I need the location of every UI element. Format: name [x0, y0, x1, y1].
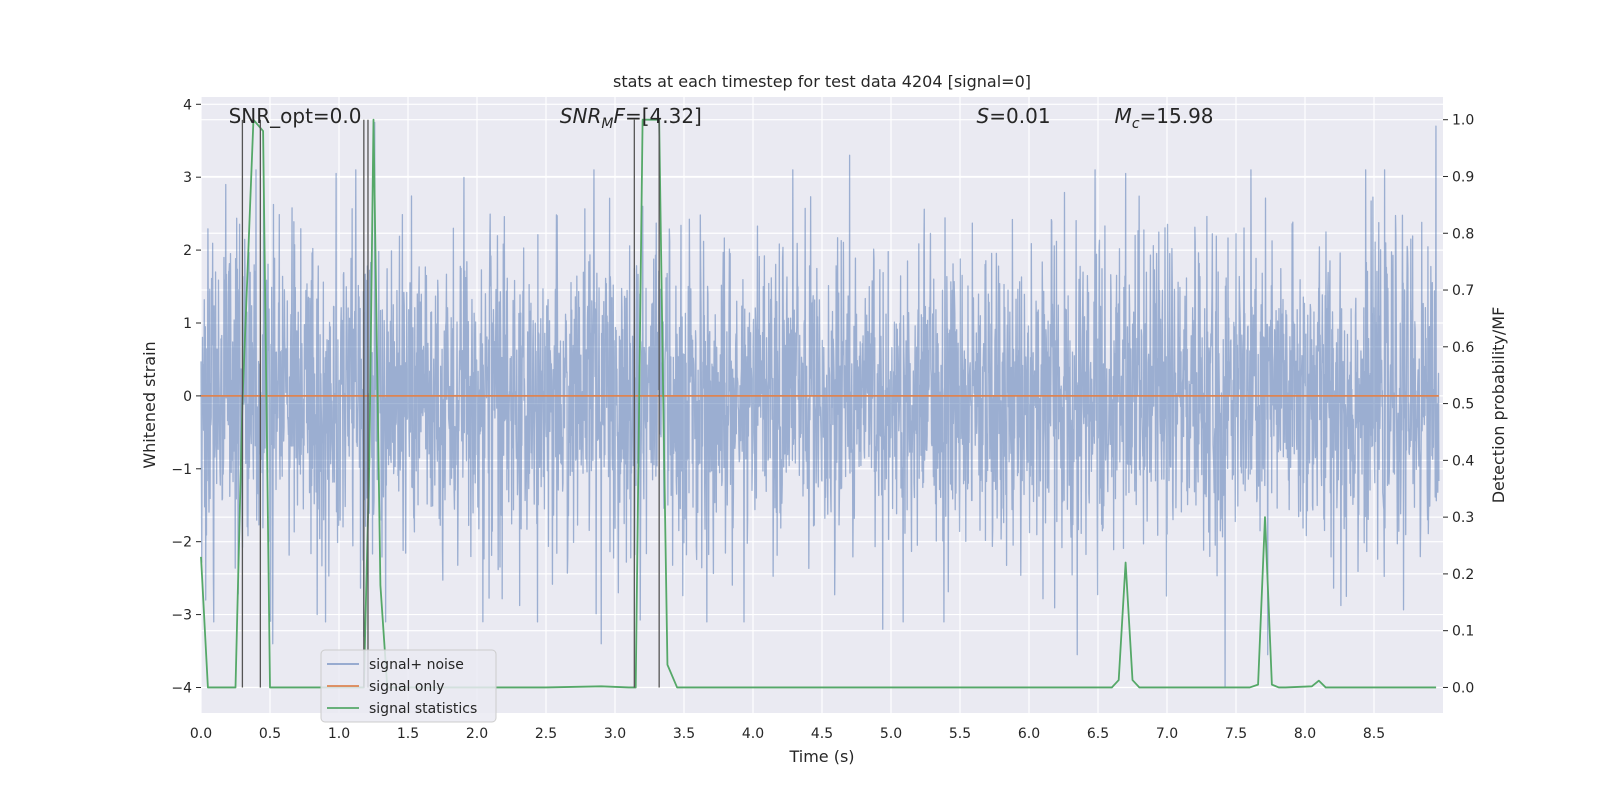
legend-label: signal only [369, 679, 444, 695]
x-tick-label: 6.0 [1018, 726, 1040, 742]
y-right-tick-label: 0.6 [1452, 340, 1474, 356]
x-tick-label: 2.5 [535, 726, 557, 742]
y-right-tick-label: 0.8 [1452, 226, 1474, 242]
x-tick-label: 0.5 [259, 726, 281, 742]
x-tick-label: 8.0 [1294, 726, 1316, 742]
y-right-tick-label: 1.0 [1452, 113, 1474, 129]
legend: signal+ noise signal only signal statistic… [320, 649, 497, 723]
series-layer [200, 118, 1440, 689]
y-right-tick-label: 0.2 [1452, 567, 1474, 583]
legend-box [320, 649, 497, 723]
y-right-tick-label: 0.1 [1452, 624, 1474, 640]
x-axis-label: Time (s) [788, 747, 854, 766]
annotation-text: SNRMF=[4.32] [560, 104, 702, 132]
x-tick-label: 5.0 [880, 726, 902, 742]
y-left-tick-label: −4 [171, 680, 192, 696]
y-left-tick-label: −3 [171, 608, 192, 624]
x-tick-label: 2.0 [466, 726, 488, 742]
x-tick-label: 4.5 [811, 726, 833, 742]
y-left-tick-label: 0 [183, 389, 192, 405]
x-tick-label: 5.5 [949, 726, 971, 742]
chart-title: stats at each timestep for test data 420… [613, 72, 1031, 91]
y-left-tick-label: 4 [183, 97, 192, 113]
annotation-text: SNR_opt=0.0 [229, 104, 362, 128]
x-tick-label: 0.0 [190, 726, 212, 742]
y-right-tick-label: 0.3 [1452, 510, 1474, 526]
series-line-2 [200, 118, 1437, 689]
annotation-text: S=0.01 [977, 104, 1051, 128]
x-tick-label: 4.0 [742, 726, 764, 742]
y-right-tick-label: 0.7 [1452, 283, 1474, 299]
y-right-tick-label: 0.0 [1452, 680, 1474, 696]
legend-label: signal+ noise [369, 657, 464, 673]
y-left-tick-label: 3 [183, 170, 192, 186]
annotation-text: Mc=15.98 [1115, 104, 1214, 132]
vertical-markers [241, 119, 660, 688]
series-line-0 [200, 121, 1440, 689]
y-left-tick-label: 1 [183, 316, 192, 332]
y-left-tick-label: −2 [171, 535, 192, 551]
y-axis-label-right: Detection probability/MF [1489, 307, 1508, 504]
x-tick-label: 7.5 [1225, 726, 1247, 742]
y-right-tick-label: 0.4 [1452, 453, 1474, 469]
x-tick-label: 3.5 [673, 726, 695, 742]
axes: 0.0 0.5 1.0 1.5 2.0 2.5 3.0 3.5 4.0 4.5 5.0 5.5 6.0 6… [171, 97, 1474, 742]
annotations: SNR_opt=0.0 SNRMF=[4.32] S=0.01 Mc=15.98 [229, 104, 1214, 132]
y-axis-label-left: Whitened strain [140, 341, 159, 468]
x-tick-label: 7.0 [1156, 726, 1178, 742]
x-tick-label: 6.5 [1087, 726, 1109, 742]
y-right-tick-label: 0.9 [1452, 169, 1474, 185]
y-left-tick-label: 2 [183, 243, 192, 259]
y-right-tick-label: 0.5 [1452, 397, 1474, 413]
legend-label: signal statistics [369, 701, 477, 717]
x-tick-label: 3.0 [604, 726, 626, 742]
x-tick-label: 8.5 [1363, 726, 1385, 742]
x-tick-label: 1.0 [328, 726, 350, 742]
y-left-tick-label: −1 [171, 462, 192, 478]
x-tick-label: 1.5 [397, 726, 419, 742]
